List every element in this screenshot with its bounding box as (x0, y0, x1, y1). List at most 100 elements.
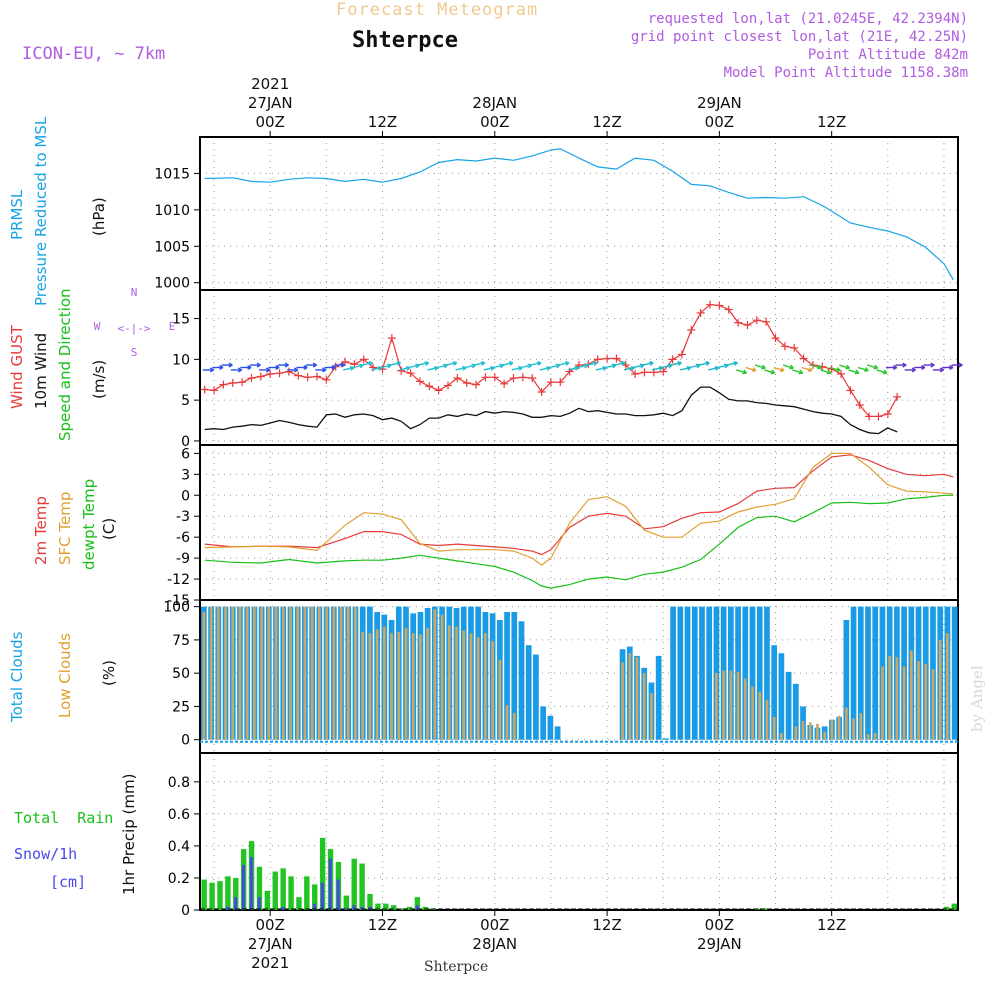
wind-arrow-head (836, 367, 841, 372)
time-label-top: 00Z (705, 113, 734, 131)
snow-bar (234, 897, 238, 910)
gust-marker (593, 355, 602, 364)
wind-arrow-head (873, 364, 879, 370)
wind-arrow-head (508, 361, 514, 366)
rain-bar (264, 890, 271, 910)
wind-arrow (717, 364, 729, 369)
wind-arrow (558, 362, 570, 366)
low-cloud-bar (447, 625, 451, 740)
low-cloud-bar (758, 691, 762, 740)
wind-arrow-head (864, 367, 869, 372)
wind-arrow-head (256, 362, 261, 368)
panel-temp: -15 -12 -9 -6 -3 0 3 6 (167, 444, 959, 609)
low-cloud-bar (202, 611, 206, 740)
pressure-line (204, 148, 954, 281)
low-cloud-bar (844, 707, 848, 740)
low-cloud-bar (404, 627, 408, 740)
total-cloud-bar (525, 645, 532, 740)
rain-bar (422, 906, 428, 910)
wind-arrow-head (817, 364, 822, 370)
wind-arrow-head (770, 369, 776, 375)
wind-arrow-head (921, 364, 926, 371)
time-label-top: 2021 (251, 75, 289, 93)
snow-bar (368, 906, 372, 910)
snow-bar (226, 906, 230, 910)
wind-arrow-head (845, 364, 851, 370)
low-cloud-bar (289, 606, 292, 740)
gust-marker (537, 387, 546, 396)
wind-speed-dir-label: Speed and Direction (56, 288, 74, 441)
gust-marker (359, 355, 368, 364)
gust-marker (303, 373, 312, 382)
low-cloud-bar (382, 626, 386, 740)
total-cloud-bar (756, 606, 763, 740)
low-cloud-bar (816, 723, 819, 740)
pressure-unit: (hPa) (90, 197, 108, 236)
snow-bar (312, 903, 316, 910)
y-tick-label: -9 (176, 551, 190, 567)
wind-arrow (661, 364, 673, 369)
snow-bar (241, 865, 245, 910)
gust-marker (462, 379, 471, 387)
snow-bar (336, 879, 340, 910)
gust-marker (275, 369, 284, 378)
wind-arrow (623, 366, 635, 371)
wind-arrow-head (958, 362, 963, 368)
total-cloud-bar (547, 715, 554, 740)
time-label-bottom: 28JAN (472, 935, 517, 953)
pressure-label-2: Pressure Reduced to MSL (32, 116, 50, 306)
rain-bar (319, 837, 326, 910)
total-cloud-bar (554, 726, 561, 740)
panel-frame (199, 752, 959, 911)
y-tick-label: -3 (176, 509, 190, 525)
temp-unit: (C) (100, 517, 118, 540)
total-cloud-bar (706, 606, 713, 740)
wind-arrow-head (312, 362, 317, 368)
tsfc-line (204, 452, 954, 566)
gust-marker (266, 370, 275, 379)
wind-arrow (764, 369, 775, 374)
compass-n-label: N (131, 286, 138, 299)
wind-arrow-head (284, 362, 289, 368)
time-label-bottom: 12Z (368, 916, 397, 934)
compass-e-label: E (169, 320, 176, 333)
low-cloud-bar (512, 713, 516, 740)
rain-bar (272, 871, 278, 910)
low-cloud-bar (332, 606, 336, 740)
y-tick-label: 5 (181, 393, 190, 409)
wind-arrow-head (368, 361, 373, 366)
gust-marker (284, 367, 293, 376)
low-cloud-bar (267, 606, 271, 740)
snow-label: Snow/1h (14, 845, 78, 863)
low-cloud-bar (938, 639, 942, 740)
low-cloud-bar (253, 606, 256, 740)
time-label-top: 00Z (255, 113, 284, 131)
compass-s-label: S (131, 346, 138, 359)
time-label-bottom: 00Z (705, 916, 734, 934)
total-cloud-bar (504, 611, 510, 740)
wind-gust-label: Wind GUST (8, 325, 26, 409)
y-tick-label: 0.2 (168, 871, 190, 887)
gust-marker (256, 372, 265, 381)
rain-bar (391, 905, 397, 910)
wind-arrow (474, 362, 485, 366)
wind-arrow-head (592, 361, 598, 366)
y-tick-label: 6 (181, 446, 190, 462)
gust-marker (752, 316, 761, 325)
total-cloud-bar (764, 606, 770, 740)
rain-bar (414, 897, 421, 910)
total-cloud-bar (699, 606, 705, 740)
low-cloud-bar (469, 633, 473, 740)
low-cloud-bar (274, 606, 278, 740)
low-cloud-bar (736, 671, 740, 740)
gust-marker (238, 378, 247, 387)
low-cloud-bar (238, 606, 242, 740)
gust-marker (443, 381, 452, 390)
wind-arrow (801, 366, 813, 372)
total-cloud-bar (691, 606, 698, 740)
gust-marker (247, 374, 256, 383)
time-label-top: 12Z (368, 113, 397, 131)
low-cloud-bar (368, 633, 372, 740)
total-cloud-bar (872, 606, 879, 740)
chart-title-top: Forecast Meteogram (336, 0, 539, 20)
